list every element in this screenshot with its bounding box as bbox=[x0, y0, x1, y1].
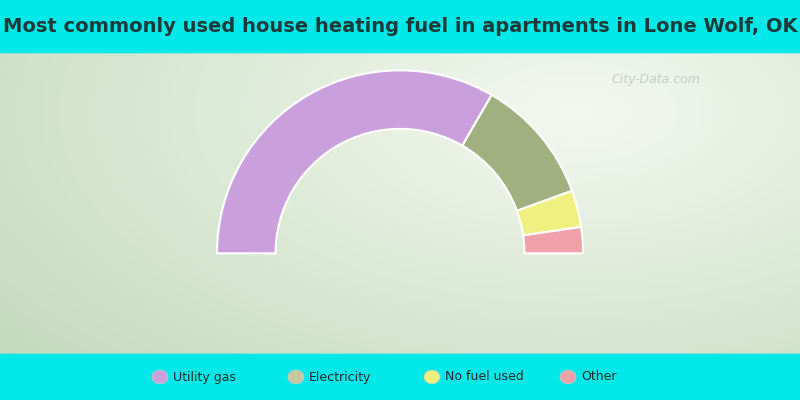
Text: No fuel used: No fuel used bbox=[445, 370, 523, 384]
Text: City-Data.com: City-Data.com bbox=[611, 74, 701, 86]
Bar bbox=[0, 0, 800, 52]
Wedge shape bbox=[517, 191, 581, 236]
Text: Utility gas: Utility gas bbox=[173, 370, 236, 384]
Text: Electricity: Electricity bbox=[309, 370, 371, 384]
Bar bbox=[0, 0, 800, 52]
Text: Most commonly used house heating fuel in apartments in Lone Wolf, OK: Most commonly used house heating fuel in… bbox=[2, 16, 798, 36]
Bar bbox=[0, 354, 800, 400]
Wedge shape bbox=[462, 95, 572, 211]
Bar bbox=[0, 354, 800, 400]
Wedge shape bbox=[523, 227, 583, 253]
Wedge shape bbox=[217, 70, 492, 253]
Text: Other: Other bbox=[581, 370, 616, 384]
